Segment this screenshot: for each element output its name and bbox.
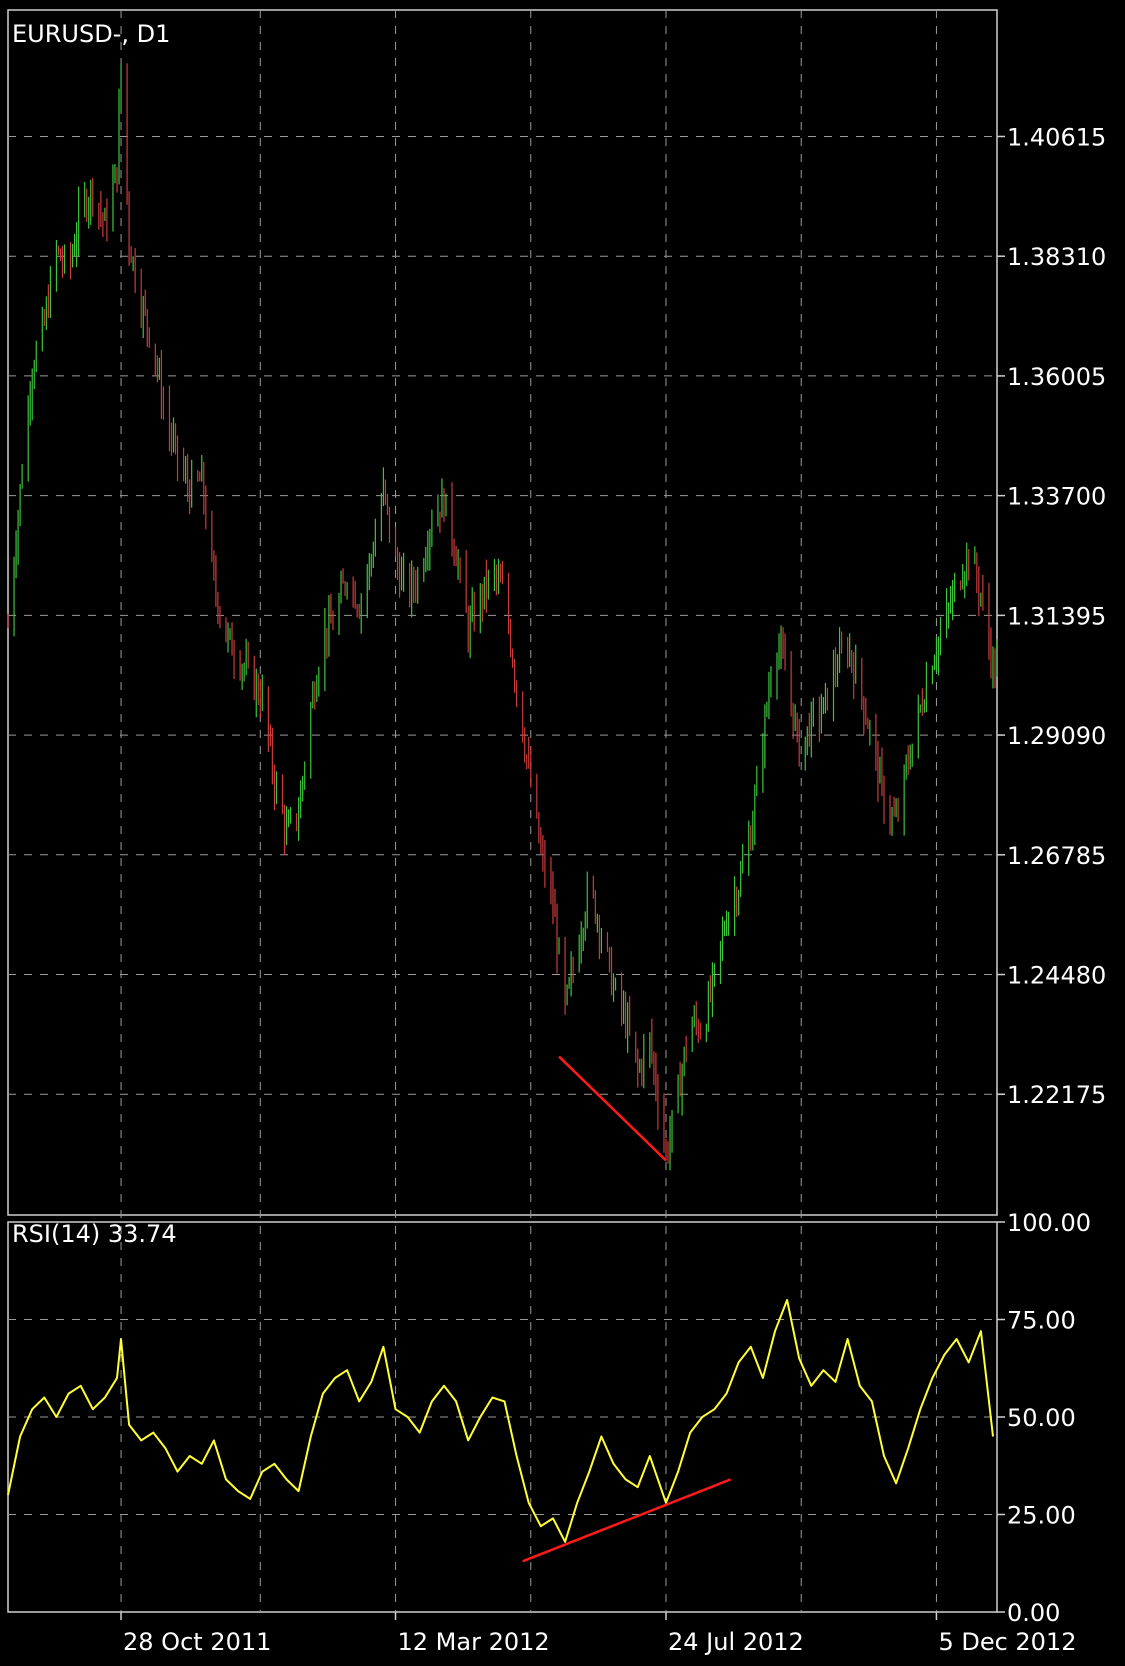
price-trendline — [558, 1055, 667, 1162]
price-y-tick-label: 1.40615 — [1007, 123, 1106, 151]
candles — [7, 63, 998, 1171]
rsi-title: RSI(14) 33.74 — [12, 1220, 177, 1248]
price-y-tick-label: 1.36005 — [1007, 363, 1106, 391]
rsi-y-tick-label: 100.00 — [1007, 1209, 1091, 1237]
rsi-trendline — [522, 1478, 732, 1563]
rsi-y-tick-label: 50.00 — [1007, 1404, 1076, 1432]
price-y-tick-label: 1.31395 — [1007, 602, 1106, 630]
rsi-line — [7, 1299, 994, 1543]
price-y-tick-label: 1.24480 — [1007, 962, 1106, 990]
x-tick-label: 12 Mar 2012 — [398, 1628, 550, 1656]
price-y-tick-label: 1.26785 — [1007, 842, 1106, 870]
price-y-tick-label: 1.33700 — [1007, 483, 1106, 511]
price-y-tick-label: 1.22175 — [1007, 1081, 1106, 1109]
price-pane-frame — [7, 9, 998, 1216]
rsi-y-tick-label: 0.00 — [1007, 1599, 1060, 1627]
rsi-y-tick-label: 25.00 — [1007, 1502, 1076, 1530]
x-tick-label: 5 Dec 2012 — [938, 1628, 1076, 1656]
rsi-y-tick-label: 75.00 — [1007, 1307, 1076, 1335]
chart-title: EURUSD-, D1 — [12, 20, 170, 48]
price-y-tick-label: 1.38310 — [1007, 243, 1106, 271]
x-tick-label: 24 Jul 2012 — [668, 1628, 804, 1656]
x-tick-label: 28 Oct 2011 — [123, 1628, 271, 1656]
price-y-tick-label: 1.29090 — [1007, 722, 1106, 750]
